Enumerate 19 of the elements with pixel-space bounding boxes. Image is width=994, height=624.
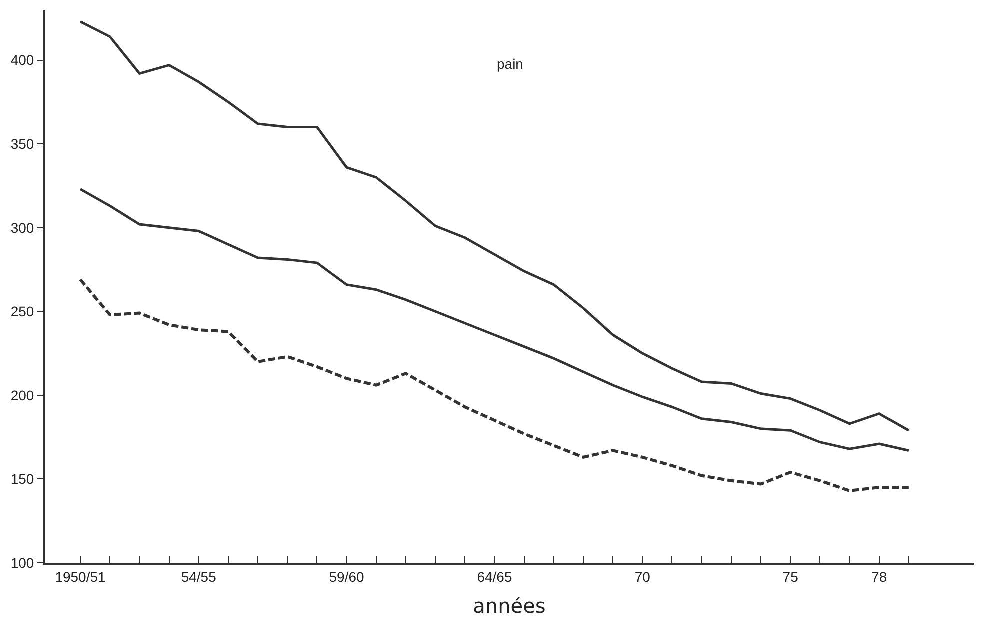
y-tick-label: 300	[10, 220, 34, 236]
x-tick-label: 1950/51	[55, 568, 106, 585]
y-tick-label: 250	[10, 304, 34, 320]
x-tick-label: 59/60	[329, 568, 365, 585]
y-tick-label: 200	[10, 387, 34, 404]
y-tick-label: 100	[10, 554, 34, 571]
text: pain	[497, 56, 524, 72]
x-axis-title: années	[473, 594, 546, 618]
x-tick-label: 54/55	[181, 568, 217, 585]
line-series	[79, 188, 910, 452]
line-series	[79, 278, 910, 492]
x-tick-label: 78	[872, 568, 888, 585]
x-tick-label: 64/65	[477, 568, 512, 585]
y-tick-label: 400	[10, 52, 34, 68]
x-tick-label: 75	[782, 568, 799, 585]
y-tick-label: 150	[10, 471, 34, 488]
line-series	[79, 20, 910, 432]
x-tick-label: 70	[634, 568, 651, 585]
y-tick-label: 350	[10, 136, 34, 152]
